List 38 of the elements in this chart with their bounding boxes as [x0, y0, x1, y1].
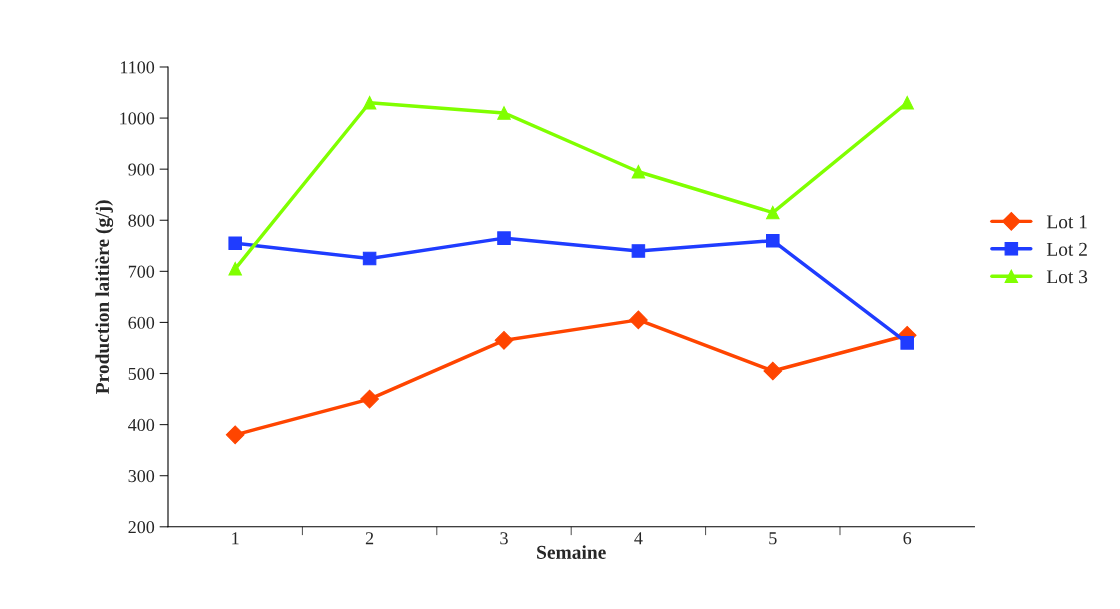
y-tick-label: 200 [128, 521, 155, 534]
point [228, 262, 242, 276]
point [225, 425, 245, 445]
point [362, 251, 377, 266]
y-tick-label: 1000 [120, 112, 155, 125]
x-tick-label: 1 [232, 532, 239, 545]
point [900, 95, 914, 110]
y-tick-label: 1100 [120, 61, 155, 74]
point [362, 95, 377, 110]
point [766, 233, 780, 248]
x-tick-label: 6 [903, 532, 912, 545]
y-tick-label: 800 [128, 214, 155, 227]
point [494, 330, 514, 350]
point [900, 336, 914, 350]
x-tick-label: 2 [365, 532, 374, 545]
y-tick-label: 900 [128, 163, 155, 176]
point [497, 231, 511, 245]
legend-label: Lot 2 [1046, 242, 1087, 256]
x-tick-label: 5 [769, 532, 777, 545]
x-axis-title: Semaine [537, 545, 606, 559]
point [629, 310, 648, 330]
x-tick-label: 3 [500, 532, 508, 545]
x-tick-label: 4 [634, 532, 643, 545]
legend-label: Lot 1 [1046, 215, 1087, 229]
point [631, 164, 646, 179]
point [497, 106, 511, 120]
y-tick-label: 600 [128, 316, 155, 329]
y-axis-title: Production laitière (g/j) [95, 200, 114, 394]
point [360, 389, 379, 409]
y-tick-label: 300 [128, 469, 155, 483]
y-tick-label: 700 [128, 265, 155, 278]
point [766, 205, 780, 220]
point [631, 244, 646, 258]
point [228, 236, 242, 251]
point [763, 361, 783, 381]
legend-label: Lot 3 [1046, 270, 1088, 284]
y-tick-label: 400 [128, 418, 155, 432]
y-tick-label: 500 [128, 367, 155, 380]
